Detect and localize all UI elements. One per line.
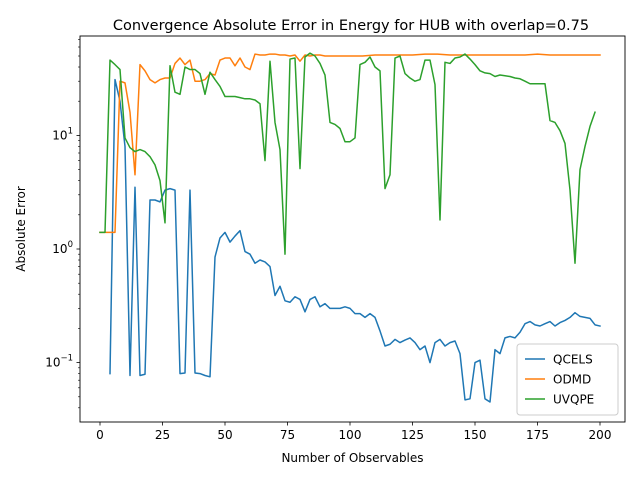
x-tick-label: 100 <box>339 428 362 442</box>
legend-label-qcels: QCELS <box>553 353 593 367</box>
x-axis-ticks: 0 25 50 75 100 125 150 175 200 <box>96 422 611 442</box>
x-tick-label: 125 <box>401 428 424 442</box>
series-line-qcels <box>109 78 601 403</box>
series-line-odmd <box>99 53 601 234</box>
y-axis-label: Absolute Error <box>14 186 28 272</box>
series-line-uvqpe <box>99 52 596 264</box>
x-tick-label: 150 <box>464 428 487 442</box>
x-tick-label: 25 <box>155 428 170 442</box>
chart-title: Convergence Absolute Error in Energy for… <box>113 18 589 34</box>
x-tick-label: 175 <box>526 428 549 442</box>
x-tick-label: 75 <box>280 428 295 442</box>
y-tick-exponent: 1 <box>68 126 73 136</box>
y-tick-base: 10 <box>52 242 67 256</box>
legend-frame <box>516 343 619 416</box>
plot-lines <box>99 52 601 403</box>
y-tick-exponent: −1 <box>60 354 73 364</box>
y-tick-base: 10 <box>45 356 60 370</box>
legend-label-odmd: ODMD <box>553 373 591 387</box>
y-tick-label: 101 <box>52 126 73 142</box>
y-tick-label: 10−1 <box>45 354 73 370</box>
plot-frame <box>79 35 626 423</box>
y-tick-base: 10 <box>52 128 67 142</box>
legend-label-uvqpe: UVQPE <box>553 393 594 407</box>
x-tick-label: 50 <box>217 428 232 442</box>
y-tick-label: 100 <box>52 240 73 256</box>
x-tick-label: 200 <box>589 428 612 442</box>
legend: QCELS ODMD UVQPE <box>516 343 619 416</box>
y-tick-exponent: 0 <box>68 240 73 250</box>
x-tick-label: 0 <box>96 428 104 442</box>
x-axis-label: Number of Observables <box>281 451 423 465</box>
